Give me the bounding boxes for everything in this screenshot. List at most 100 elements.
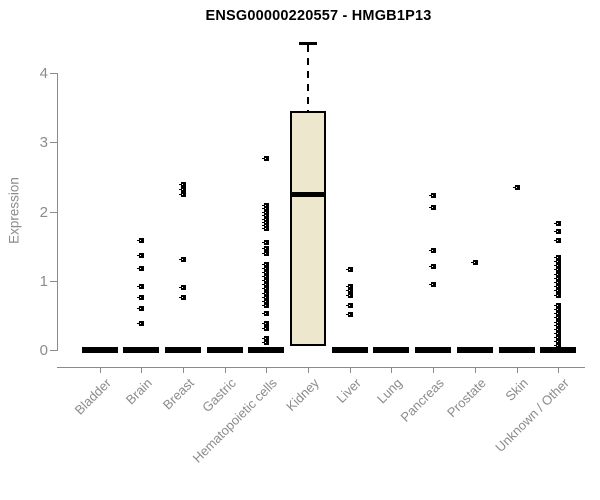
data-point xyxy=(262,290,270,296)
y-tick-label: 0 xyxy=(39,342,48,359)
data-point xyxy=(137,295,145,301)
zero-bar xyxy=(456,347,493,353)
y-axis-tick xyxy=(50,73,57,75)
data-point xyxy=(262,282,270,288)
data-point xyxy=(429,263,437,269)
data-point xyxy=(137,252,145,258)
y-axis-tick xyxy=(50,211,57,213)
x-axis-tick xyxy=(349,367,351,373)
x-axis-tick xyxy=(266,367,268,373)
x-tick-label: Unknown / Other xyxy=(492,375,573,455)
y-tick-label: 2 xyxy=(39,203,48,221)
data-point xyxy=(554,311,562,317)
data-point xyxy=(554,228,562,234)
data-point xyxy=(345,303,353,309)
data-point xyxy=(554,307,562,313)
data-point xyxy=(554,339,562,344)
data-point xyxy=(554,262,562,268)
chart-title: ENSG00000220557 - HMGB1P13 xyxy=(205,8,432,24)
data-point xyxy=(262,240,270,246)
y-axis-tick xyxy=(50,350,57,351)
data-point xyxy=(262,278,270,284)
data-point xyxy=(554,254,562,260)
data-point xyxy=(429,248,437,254)
x-axis-tick xyxy=(474,367,476,373)
data-point xyxy=(345,292,353,298)
y-axis-line xyxy=(57,73,58,351)
data-point xyxy=(554,303,562,309)
zero-bar xyxy=(498,347,535,353)
data-point xyxy=(262,206,270,212)
data-point xyxy=(554,319,562,325)
data-point xyxy=(262,226,270,232)
data-point xyxy=(262,251,270,257)
data-point xyxy=(262,209,270,215)
data-point xyxy=(137,284,145,290)
data-point xyxy=(554,330,562,336)
data-point xyxy=(262,202,270,208)
data-point xyxy=(429,192,437,198)
zero-bar xyxy=(206,347,243,353)
zero-bar xyxy=(164,347,201,353)
zero-bar xyxy=(123,347,160,353)
data-point xyxy=(178,295,186,301)
x-axis-tick xyxy=(433,367,435,373)
data-point xyxy=(554,323,562,329)
data-point xyxy=(178,181,186,187)
data-point xyxy=(137,321,145,326)
zero-bar xyxy=(331,347,368,353)
data-point xyxy=(554,258,562,264)
data-point xyxy=(470,260,478,266)
data-point xyxy=(262,294,270,300)
data-point xyxy=(262,269,270,275)
box xyxy=(290,111,326,346)
data-point xyxy=(262,336,270,342)
whisker-cap xyxy=(299,42,317,46)
x-axis-line xyxy=(57,367,585,368)
data-point xyxy=(262,298,270,304)
y-tick-label: 1 xyxy=(39,272,48,290)
data-point xyxy=(429,205,437,211)
data-point xyxy=(554,280,562,286)
x-axis-tick xyxy=(391,367,393,373)
x-axis-tick xyxy=(182,367,184,373)
data-point xyxy=(137,237,145,243)
data-point xyxy=(262,321,270,326)
data-point xyxy=(554,237,562,243)
zero-bar xyxy=(415,347,452,353)
data-point xyxy=(178,256,186,262)
data-point xyxy=(554,292,562,298)
data-point xyxy=(554,267,562,273)
data-point xyxy=(262,245,270,251)
data-point xyxy=(262,223,270,229)
data-point xyxy=(345,267,353,273)
data-point xyxy=(345,288,353,294)
data-point xyxy=(554,276,562,282)
data-point xyxy=(137,306,145,312)
zero-bar xyxy=(248,347,285,353)
zero-bar xyxy=(373,347,410,353)
data-point xyxy=(554,326,562,332)
data-point xyxy=(262,303,270,309)
data-point xyxy=(262,216,270,222)
x-axis-tick xyxy=(224,367,226,373)
data-point xyxy=(262,213,270,219)
data-point xyxy=(178,191,186,197)
data-point xyxy=(512,185,520,191)
y-tick-label: 4 xyxy=(39,65,48,83)
data-point xyxy=(554,315,562,321)
data-point xyxy=(262,261,270,267)
zero-bar xyxy=(81,347,118,353)
y-axis-title: Expression xyxy=(6,177,22,244)
zero-bar xyxy=(540,347,577,353)
data-point xyxy=(554,271,562,277)
data-point xyxy=(178,285,186,291)
data-point xyxy=(262,155,270,161)
x-axis-tick xyxy=(558,367,560,373)
data-point xyxy=(262,311,270,317)
data-point xyxy=(262,265,270,271)
x-axis-tick xyxy=(516,367,518,373)
data-point xyxy=(554,221,562,227)
y-tick-label: 3 xyxy=(39,134,48,152)
